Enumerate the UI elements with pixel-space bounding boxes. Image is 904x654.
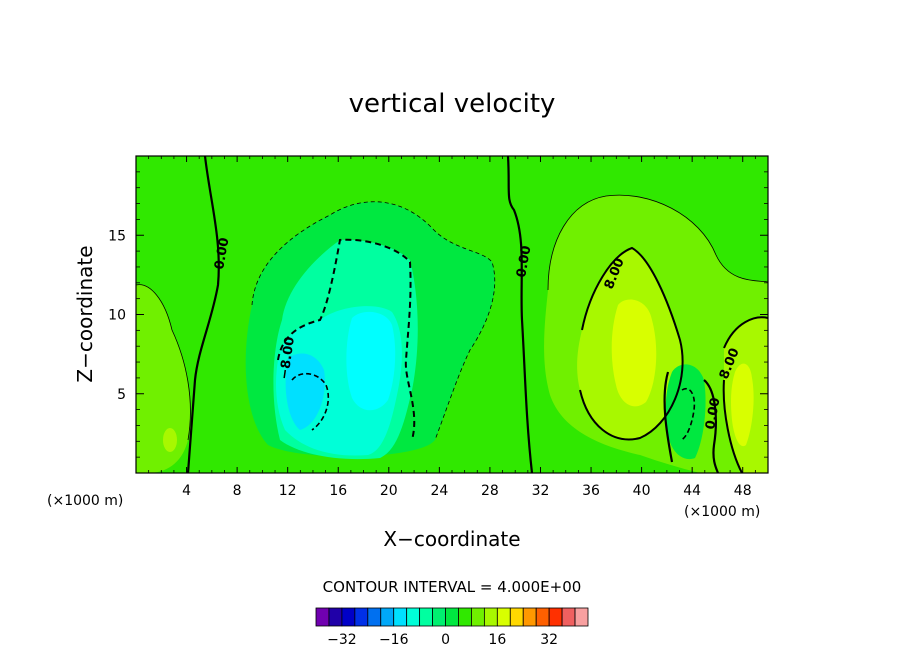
contour-label-zero-mid: 0.00 xyxy=(514,244,534,278)
colorbar-swatch xyxy=(406,607,421,627)
contour-neg4 xyxy=(251,201,496,441)
contour-fill-left-pos-small xyxy=(163,428,177,452)
contour-pos4-right xyxy=(547,194,768,291)
colorbar-swatch xyxy=(561,607,576,627)
colorbar-tick-label: 16 xyxy=(488,632,506,648)
colorbar-swatch xyxy=(496,607,511,627)
x-tick-label: 16 xyxy=(329,483,347,499)
contour-pos4-left xyxy=(136,284,191,441)
x-unit-left: (×1000 m) xyxy=(47,493,123,509)
x-tick-label: 20 xyxy=(380,483,398,499)
contour-fill-pos-core xyxy=(611,299,657,407)
x-axis-label: X−coordinate xyxy=(383,527,520,551)
colorbar-swatch xyxy=(483,607,498,627)
colorbar-tick-label: 32 xyxy=(540,632,558,648)
colorbar-swatch xyxy=(367,607,382,627)
contour-pos8 xyxy=(579,246,684,441)
colorbar-swatch xyxy=(445,607,459,627)
x-unit-right: (×1000 m) xyxy=(684,504,760,520)
contour-neg8 xyxy=(277,238,416,441)
colorbar-swatch xyxy=(354,607,369,627)
contour-neg8-right xyxy=(679,388,696,441)
x-tick-label: 48 xyxy=(734,483,752,499)
contour-fill-neg-core xyxy=(346,311,396,411)
contour-interval: CONTOUR INTERVAL = 4.000E+00 xyxy=(323,578,582,596)
contour-label-neg8: −8.00 xyxy=(277,336,298,381)
contour-fill-left-pos xyxy=(136,284,191,473)
colorbar-swatch xyxy=(458,607,472,627)
contour-label-zero-left: 0.00 xyxy=(212,236,232,270)
y-axis-label: Z−coordinate xyxy=(73,245,97,382)
colorbar-tick-label: −16 xyxy=(379,632,409,648)
x-tick-label: 44 xyxy=(683,483,701,499)
y-axis-ticks: 5 10 15 xyxy=(108,171,768,458)
x-tick-label: 8 xyxy=(233,483,242,499)
x-tick-label: 12 xyxy=(279,483,297,499)
contour-fill-neg-right xyxy=(665,364,706,460)
colorbar-swatch xyxy=(548,607,563,627)
x-tick-label: 40 xyxy=(633,483,651,499)
colorbar-swatch xyxy=(535,607,550,627)
x-tick-label: 4 xyxy=(182,483,191,499)
colorbar-tick-labels: −32 −16 0 16 32 xyxy=(327,632,558,648)
contour-zero-right xyxy=(663,371,720,473)
colorbar-swatch xyxy=(341,607,356,627)
contour-fill-pos-right-core xyxy=(731,363,754,447)
contour-pos8-right xyxy=(722,316,768,473)
x-tick-label: 24 xyxy=(430,483,448,499)
colorbar-tick-label: 0 xyxy=(441,632,450,648)
contour-label-zero-right: 0.00 xyxy=(703,396,723,430)
x-tick-label: 36 xyxy=(582,483,600,499)
y-tick-label: 5 xyxy=(117,387,126,403)
colorbar xyxy=(315,607,589,627)
contour-fill-neg-lobe xyxy=(285,353,325,430)
plot-area xyxy=(136,156,768,473)
y-tick-label: 15 xyxy=(108,228,126,244)
contour-neg8-lobe xyxy=(291,372,330,431)
colorbar-swatch xyxy=(328,607,343,627)
colorbar-swatch xyxy=(509,607,524,627)
x-axis-ticks: 4 8 12 16 20 24 28 32 36 40 44 48 xyxy=(148,156,756,499)
colorbar-swatch xyxy=(393,607,408,627)
colorbar-tick-label: −32 xyxy=(327,632,357,648)
contour-zero-left xyxy=(186,156,220,473)
chart-title: vertical velocity xyxy=(349,89,556,119)
contour-zero-mid xyxy=(506,156,534,473)
x-tick-label: 28 xyxy=(481,483,499,499)
colorbar-swatch xyxy=(380,607,395,627)
colorbar-swatch xyxy=(432,607,446,627)
x-tick-label: 32 xyxy=(532,483,550,499)
colorbar-swatch xyxy=(419,607,433,627)
colorbar-swatch xyxy=(522,607,537,627)
colorbar-swatch xyxy=(471,607,485,627)
y-tick-label: 10 xyxy=(108,308,126,324)
colorbar-swatch xyxy=(574,607,589,627)
colorbar-swatch xyxy=(315,607,330,627)
